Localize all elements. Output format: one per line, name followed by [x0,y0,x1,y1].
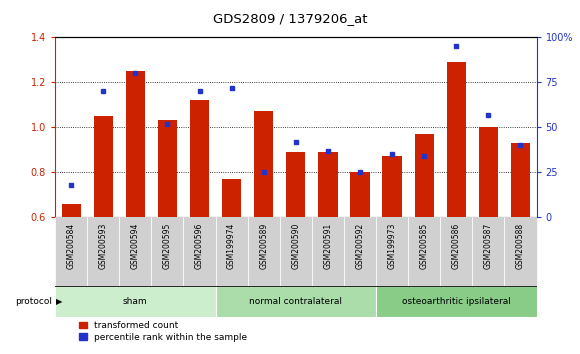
Text: GSM200591: GSM200591 [324,223,332,269]
Text: GSM199974: GSM199974 [227,223,236,269]
Text: GSM200584: GSM200584 [67,223,75,269]
Text: GSM200587: GSM200587 [484,223,493,269]
Text: GDS2809 / 1379206_at: GDS2809 / 1379206_at [213,12,367,25]
Bar [415,134,434,217]
Bar [440,217,472,286]
Bar [119,217,151,286]
Text: sham: sham [123,297,148,306]
Bar [222,179,241,217]
Bar [61,204,81,217]
Bar [505,217,536,286]
Text: protocol: protocol [15,297,52,306]
Bar [478,127,498,217]
Bar [151,217,183,286]
Text: osteoarthritic ipsilateral: osteoarthritic ipsilateral [402,297,511,306]
Bar [382,156,402,217]
Bar [447,62,466,217]
Bar [216,217,248,286]
Bar [190,100,209,217]
Bar [344,217,376,286]
Bar [183,217,216,286]
Bar [93,116,113,217]
Text: GSM200585: GSM200585 [420,223,429,269]
Text: GSM200586: GSM200586 [452,223,461,269]
Bar [312,217,344,286]
Text: GSM200590: GSM200590 [291,223,300,269]
Bar [350,172,369,217]
Bar [248,217,280,286]
Text: GSM200594: GSM200594 [131,223,140,269]
Bar [87,217,119,286]
Bar [216,286,376,318]
Bar [472,217,505,286]
Bar [408,217,440,286]
Text: GSM200596: GSM200596 [195,223,204,269]
Text: GSM199973: GSM199973 [387,223,397,269]
Bar [511,143,530,217]
Bar [158,120,177,217]
Text: ▶: ▶ [56,297,63,306]
Bar [254,112,273,217]
Text: GSM200592: GSM200592 [356,223,364,269]
Text: GSM200595: GSM200595 [163,223,172,269]
Text: GSM200588: GSM200588 [516,223,525,269]
Text: GSM200593: GSM200593 [99,223,108,269]
Bar [286,152,306,217]
Bar [376,286,536,318]
Bar [376,217,408,286]
Bar [55,286,216,318]
Bar [318,152,338,217]
Bar [280,217,312,286]
Legend: transformed count, percentile rank within the sample: transformed count, percentile rank withi… [79,321,247,342]
Text: GSM200589: GSM200589 [259,223,268,269]
Bar [126,71,145,217]
Text: normal contralateral: normal contralateral [249,297,342,306]
Bar [55,217,87,286]
